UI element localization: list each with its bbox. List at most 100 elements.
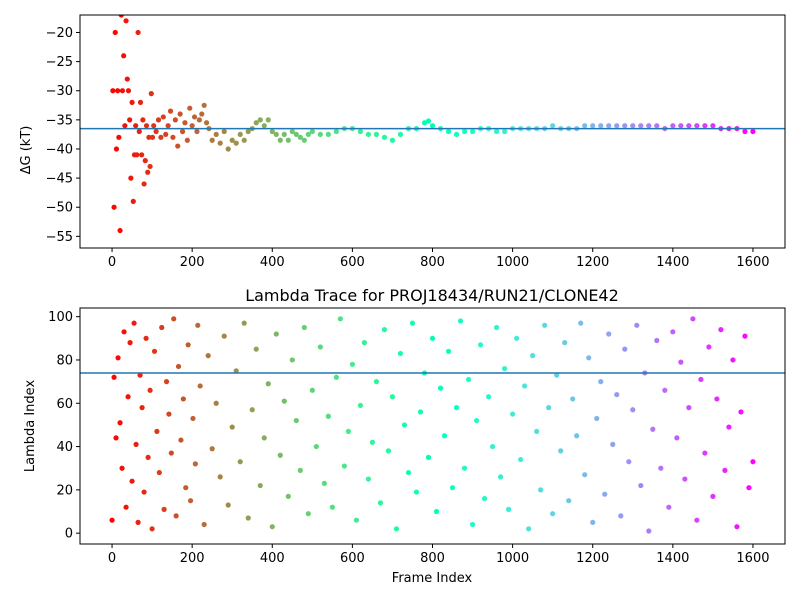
lambda-data-point	[674, 435, 680, 441]
delta-g-data-point	[373, 131, 380, 138]
lambda-data-point	[145, 454, 151, 460]
delta-g-data-point	[429, 123, 436, 129]
lambda-data-point	[514, 335, 520, 341]
delta-g-data-point	[582, 123, 588, 129]
delta-g-data-point	[365, 131, 372, 138]
lambda-data-point	[445, 348, 452, 354]
delta-g-y-tick-label: −35	[46, 113, 73, 128]
lambda-data-point	[245, 515, 251, 521]
delta-g-data-point	[686, 123, 692, 129]
lambda-x-tick-label: 600	[340, 551, 365, 566]
lambda-data-point	[381, 327, 388, 333]
lambda-data-point	[147, 387, 153, 393]
delta-g-data-point	[133, 123, 139, 129]
lambda-data-point	[594, 415, 600, 422]
lambda-y-tick-label: 40	[56, 440, 73, 455]
delta-g-x-tick-label: 1600	[736, 255, 769, 270]
delta-g-data-point	[165, 123, 171, 129]
delta-g-data-point	[630, 123, 636, 129]
delta-g-data-point	[229, 137, 235, 143]
delta-g-data-point	[160, 114, 166, 120]
delta-g-data-point	[209, 137, 215, 143]
lambda-data-point	[321, 480, 327, 486]
delta-g-data-point	[189, 123, 195, 129]
lambda-x-tick-label: 0	[108, 551, 116, 566]
lambda-data-point	[151, 348, 158, 354]
delta-g-data-point	[127, 117, 133, 123]
lambda-data-point	[678, 359, 684, 365]
delta-g-data-point	[140, 117, 146, 123]
lambda-data-point	[109, 517, 115, 523]
lambda-data-point	[373, 379, 380, 385]
delta-g-data-point	[277, 137, 283, 143]
delta-g-data-point	[225, 146, 231, 152]
delta-g-data-point	[381, 134, 388, 140]
delta-g-data-point	[175, 143, 181, 149]
lambda-data-point	[574, 433, 580, 439]
lambda-data-point	[726, 424, 732, 430]
lambda-data-point	[183, 485, 189, 491]
delta-g-data-point	[149, 134, 156, 140]
lambda-data-point	[550, 511, 556, 517]
lambda-data-point	[417, 409, 424, 415]
lambda-data-point	[630, 407, 636, 413]
delta-g-data-point	[598, 123, 604, 129]
lambda-data-point	[710, 493, 716, 499]
lambda-x-tick-label: 1400	[656, 551, 689, 566]
lambda-data-point	[646, 528, 652, 534]
delta-g-plot-area	[80, 15, 785, 234]
delta-g-data-point	[134, 152, 140, 158]
lambda-data-point	[457, 318, 464, 324]
lambda-x-ticks: 0 200 400 600 800 1000 1200 1400 1600	[108, 544, 770, 566]
lambda-data-point	[622, 346, 628, 352]
lambda-data-point	[185, 342, 191, 348]
lambda-data-point	[658, 465, 664, 471]
lambda-panel: Lambda Trace for PROJ18434/RUN21/CLONE42…	[23, 286, 786, 586]
lambda-y-tick-label: 60	[56, 397, 73, 412]
lambda-data-point	[718, 327, 724, 333]
delta-g-y-tick-label: −25	[46, 55, 73, 70]
delta-g-data-point	[130, 198, 136, 204]
delta-g-data-point	[142, 158, 148, 164]
delta-g-data-point	[187, 105, 193, 111]
lambda-data-point	[582, 472, 588, 478]
lambda-data-point	[197, 383, 203, 389]
lambda-data-point	[702, 450, 708, 456]
lambda-data-point	[178, 437, 184, 443]
lambda-data-point	[614, 392, 620, 398]
delta-g-data-point	[678, 123, 684, 129]
delta-g-data-point	[694, 123, 700, 129]
lambda-data-point	[461, 465, 468, 471]
delta-g-data-point	[129, 99, 135, 105]
delta-g-data-point	[147, 163, 153, 170]
delta-g-y-tick-label: −55	[46, 230, 73, 245]
delta-g-data-point	[122, 123, 128, 129]
delta-g-data-point	[502, 128, 508, 135]
delta-g-data-point	[638, 123, 644, 129]
delta-g-data-point	[269, 128, 275, 135]
delta-g-data-point	[305, 131, 311, 138]
delta-g-y-ticks: −55 −50 −45 −40 −35 −30 −25 −20	[46, 26, 80, 245]
delta-g-data-point	[742, 128, 748, 135]
delta-g-data-point	[199, 111, 205, 117]
lambda-data-point	[746, 485, 752, 491]
lambda-data-point	[626, 459, 632, 465]
delta-g-x-ticks: 0 200 400 600 800 1000 1200 1400 1600	[108, 248, 770, 270]
delta-g-x-tick-label: 1000	[496, 255, 529, 270]
lambda-data-point	[694, 517, 700, 523]
delta-g-data-point	[137, 99, 144, 105]
lambda-data-point	[241, 320, 247, 326]
delta-g-x-tick-label: 600	[340, 255, 365, 270]
lambda-data-point	[606, 331, 612, 337]
lambda-data-point	[345, 428, 351, 435]
lambda-data-point	[119, 465, 125, 471]
lambda-y-ticks: 0 20 40 60 80 100	[48, 310, 80, 542]
lambda-data-point	[542, 322, 548, 328]
lambda-data-point	[209, 446, 215, 452]
delta-g-data-point	[445, 128, 452, 135]
lambda-data-point	[650, 426, 656, 432]
lambda-data-point	[498, 474, 504, 480]
lambda-data-point	[277, 452, 283, 458]
delta-g-data-point	[194, 128, 200, 135]
